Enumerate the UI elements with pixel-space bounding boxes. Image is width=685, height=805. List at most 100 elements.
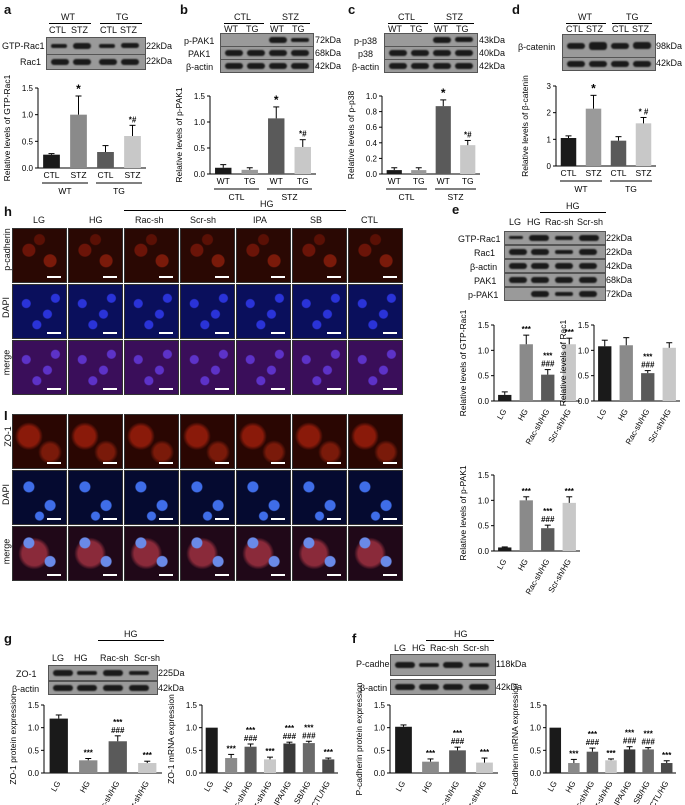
d-bar bbox=[560, 138, 577, 166]
d-category-label: CTL bbox=[560, 168, 576, 178]
scale-bar bbox=[47, 388, 61, 390]
i-grid-image-r3-c1 bbox=[12, 526, 67, 581]
panel-f-row-1: P-cadherin bbox=[356, 659, 400, 669]
f2-significance: *** bbox=[569, 749, 579, 758]
c-category-label: TG bbox=[413, 176, 425, 186]
panel-h-col-6: SB bbox=[310, 215, 323, 225]
panel-e-lane-1: LG bbox=[509, 217, 522, 227]
e1-significance: ### bbox=[541, 360, 555, 369]
f2-bar bbox=[586, 751, 599, 773]
scale-bar bbox=[383, 276, 397, 278]
i-grid-image-r1-c1 bbox=[12, 414, 67, 469]
b-ytick-label: 0.0 bbox=[194, 170, 206, 179]
b-ylabel: Relative levels of p-PAK1 bbox=[174, 87, 184, 183]
c-category-label: TG bbox=[462, 176, 474, 186]
panel-a-lane-4: STZ bbox=[120, 25, 137, 35]
panel-d-blot-1 bbox=[562, 34, 656, 58]
scale-bar bbox=[47, 462, 61, 464]
g1-category-label: LG bbox=[49, 780, 62, 794]
panel-g-row-1: ZO-1 bbox=[16, 669, 37, 679]
a-bar bbox=[70, 114, 87, 168]
panel-g-lane-4: Scr-sh bbox=[134, 653, 161, 663]
e2-bar bbox=[662, 347, 676, 401]
g2-significance: *** bbox=[285, 724, 295, 733]
g2-category-label: IPA/HG bbox=[272, 780, 293, 805]
panel-e-row-1: GTP-Rac1 bbox=[458, 234, 501, 244]
f1-significance: *** bbox=[426, 749, 436, 758]
panel-c-lane-1: WT bbox=[388, 24, 402, 34]
f2-bar bbox=[642, 749, 654, 773]
f1-bar bbox=[395, 726, 412, 773]
f2-bar bbox=[605, 760, 617, 773]
panel-b-row-1: p-PAK1 bbox=[184, 36, 215, 46]
e2-ylabel: Relative levels of Rac1 bbox=[558, 320, 568, 407]
i-grid-image-r3-c4 bbox=[180, 526, 235, 581]
scale-bar bbox=[327, 276, 341, 278]
d-bar bbox=[635, 123, 652, 166]
f2-significance: ### bbox=[641, 738, 655, 747]
panel-a-kda-2: 22kDa bbox=[146, 56, 173, 66]
e2-category-label: HG bbox=[616, 408, 630, 423]
f2-ytick-label: 0.5 bbox=[530, 746, 542, 755]
f2-significance: *** bbox=[643, 730, 653, 739]
g2-significance: ### bbox=[302, 731, 316, 740]
panel-e-kda-3: 42kDa bbox=[606, 261, 633, 271]
g2-ylabel: ZO-1 mRNA expression bbox=[166, 694, 176, 784]
scale-bar bbox=[47, 332, 61, 334]
e3-significance: *** bbox=[565, 487, 575, 496]
e2-bar bbox=[641, 373, 655, 401]
e3-significance: *** bbox=[522, 487, 532, 496]
a-category-label: STZ bbox=[70, 170, 86, 180]
c-ytick-label: 0.0 bbox=[366, 170, 378, 179]
g2-category-label: LG bbox=[202, 780, 215, 794]
a-ylabel: Relative levels of GTP-Rac1 bbox=[2, 74, 12, 181]
i-grid-image-r1-c4 bbox=[180, 414, 235, 469]
panel-f-lane-3: Rac-sh bbox=[430, 643, 459, 653]
f2-category-label: CTL/HG bbox=[648, 780, 670, 805]
panel-h-col-3: Rac-sh bbox=[135, 215, 164, 225]
panel-g-blot-2 bbox=[48, 681, 158, 695]
f1-category-label: HG bbox=[420, 780, 434, 795]
c-category-label: WT bbox=[437, 176, 450, 186]
g2-bar bbox=[205, 727, 218, 773]
a-ytick-label: 0.0 bbox=[22, 164, 34, 173]
panel-b-label: b bbox=[180, 2, 188, 17]
h-grid-image-r3-c3 bbox=[124, 340, 179, 395]
h-grid-image-r3-c1 bbox=[12, 340, 67, 395]
g2-bar bbox=[263, 759, 277, 773]
e1-ytick-label: 0.5 bbox=[478, 372, 490, 381]
panel-b-kda-1: 72kDa bbox=[315, 35, 342, 45]
scale-bar bbox=[103, 276, 117, 278]
b-significance: * bbox=[274, 93, 279, 107]
panel-d-lane-2: STZ bbox=[586, 24, 603, 34]
c-bar bbox=[411, 170, 427, 174]
panel-a-kda-1: 22kDa bbox=[146, 41, 173, 51]
h-grid-image-r1-c2 bbox=[68, 228, 123, 283]
e3-bar bbox=[541, 528, 555, 551]
panel-d-kda-2: 42kDa bbox=[656, 58, 683, 68]
c-bar bbox=[386, 170, 402, 174]
e1-significance: *** bbox=[543, 352, 553, 361]
panel-e-row-3: β-actin bbox=[470, 262, 498, 272]
panel-d-group-2: TG bbox=[626, 12, 639, 22]
h-grid-image-r1-c3 bbox=[124, 228, 179, 283]
g2-bar bbox=[302, 743, 315, 773]
f2-bar bbox=[568, 763, 580, 773]
scale-bar bbox=[271, 388, 285, 390]
i-grid-image-r3-c5 bbox=[236, 526, 291, 581]
a-bar bbox=[124, 136, 141, 168]
panel-c-group-1: CTL bbox=[398, 12, 416, 22]
f2-category-label: SB/HG bbox=[632, 780, 652, 805]
panel-e-kda-1: 22kDa bbox=[606, 233, 633, 243]
panel-c-lane-3: WT bbox=[434, 24, 448, 34]
scale-bar bbox=[103, 332, 117, 334]
e3-ytick-label: 1.0 bbox=[478, 496, 490, 505]
d-category-label: CTL bbox=[610, 168, 626, 178]
panel-b-row-2: PAK1 bbox=[188, 49, 211, 59]
f2-ylabel: P-cadherin mRNA expression bbox=[510, 683, 520, 795]
g2-bar bbox=[283, 743, 296, 773]
f1-bar bbox=[476, 762, 493, 773]
h-grid-image-r3-c5 bbox=[236, 340, 291, 395]
panel-e-kda-4: 68kDa bbox=[606, 275, 633, 285]
panel-i-label: I bbox=[4, 408, 8, 423]
